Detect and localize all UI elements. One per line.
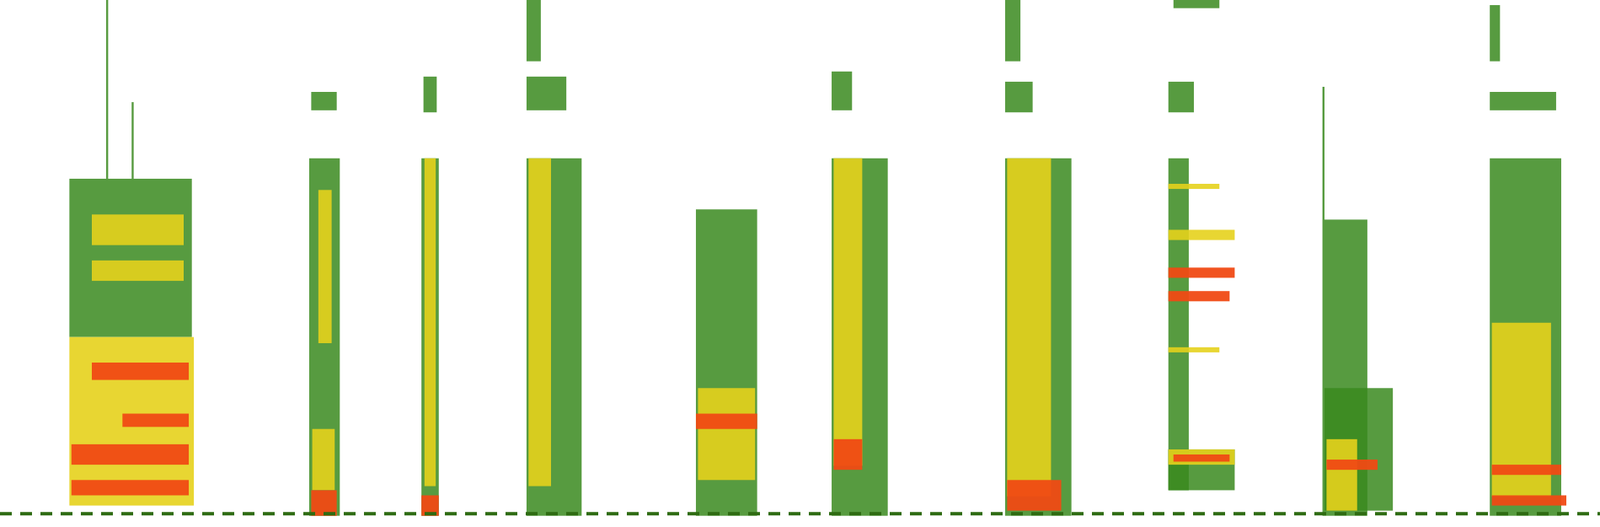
spectrogram-cell: [318, 189, 332, 343]
spectrogram-cell: [309, 158, 340, 516]
plot-area: [0, 0, 1600, 516]
spectrogram-cell: [69, 337, 194, 506]
spectrogram-cell: [1168, 290, 1231, 301]
spectrogram-cell: [695, 208, 758, 515]
spectrogram-cell: [1006, 158, 1051, 497]
spectrogram-cell: [1326, 438, 1357, 511]
spectrogram-cell: [526, 0, 541, 62]
spectrogram-cell: [1489, 91, 1557, 111]
spectrogram-cell: [131, 101, 134, 179]
spectrogram-cell: [310, 91, 337, 111]
spectrogram-cell: [1173, 454, 1231, 461]
spectrogram-cell: [833, 438, 862, 470]
spectrogram-cell: [310, 489, 337, 515]
spectrogram-cell: [91, 362, 189, 380]
spectrogram-cell: [106, 0, 108, 179]
spectrogram-cell: [526, 158, 582, 516]
spectrogram-cell: [1489, 5, 1500, 62]
spectrogram-cell: [833, 158, 862, 466]
spectrogram-cell: [1492, 494, 1567, 505]
spectrogram-cell: [1168, 449, 1236, 490]
spectrogram-cell: [69, 178, 192, 338]
spectrogram-cell: [71, 479, 189, 495]
spectrogram-cell: [526, 76, 567, 111]
spectrogram-cell: [528, 158, 552, 487]
spectrogram-cell: [1168, 449, 1236, 465]
spectrogram-cell: [1168, 158, 1189, 491]
spectrogram-cell: [1168, 347, 1221, 353]
spectrogram-cell: [122, 413, 189, 428]
spectrogram-cell: [1492, 464, 1562, 475]
spectrogram-cell: [91, 260, 184, 281]
spectrogram-cell: [1006, 479, 1061, 510]
spectrogram-cell: [1489, 158, 1562, 516]
spectrogram-cell: [423, 76, 438, 113]
spectrogram-cell: [1326, 459, 1378, 470]
spectrogram-cell: [1322, 86, 1325, 516]
reference-line: [0, 511, 1600, 515]
spectrogram-cell: [1324, 387, 1393, 510]
spectrogram-cell: [831, 71, 852, 111]
spectrogram-cell: [1005, 0, 1021, 62]
spectrogram-cell: [1168, 81, 1194, 113]
spectrogram-cell: [424, 158, 436, 487]
spectrogram-cell: [1005, 158, 1072, 516]
spectrogram-cell: [71, 444, 189, 465]
spectrogram-cell: [697, 387, 755, 480]
spectrogram-cell: [831, 158, 889, 516]
spectrogram-cell: [91, 214, 184, 245]
spectrogram-cell: [421, 158, 439, 516]
spectrogram-cell: [1173, 0, 1220, 9]
spectrogram-cell: [1168, 267, 1236, 278]
spectrogram-cell: [1005, 81, 1033, 113]
spectrogram-cell: [1168, 183, 1221, 189]
spectrogram-cell: [695, 413, 758, 429]
spectrogram-cell: [312, 428, 336, 491]
spectrogram: [0, 0, 1600, 527]
spectrogram-cell: [1168, 230, 1236, 241]
